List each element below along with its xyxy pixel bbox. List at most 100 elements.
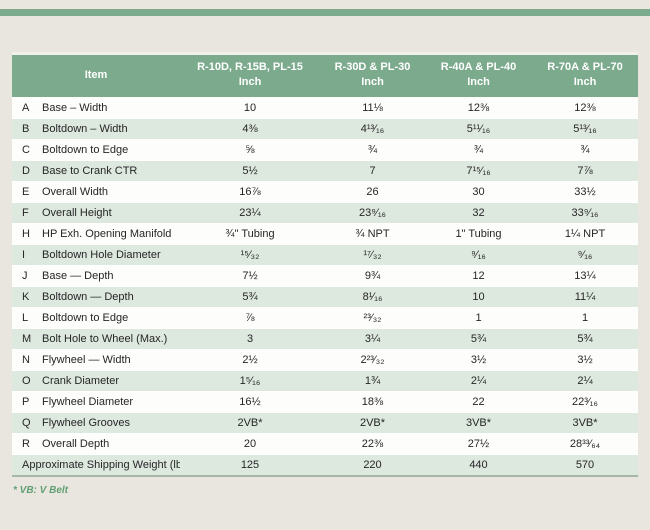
table-row: D Base to Crank CTR 5½ 7 7¹⁵⁄₁₆ 7⅞ <box>12 159 638 182</box>
shipping-weight-value: 220 <box>320 453 425 475</box>
row-value: 5¾ <box>180 285 320 308</box>
unit-label: Inch <box>361 76 384 89</box>
row-letter: A <box>12 96 38 119</box>
row-item: Base to Crank CTR <box>38 159 180 182</box>
row-value: 16½ <box>180 390 320 413</box>
row-value: 1¼ NPT <box>532 222 638 245</box>
row-value: 7⅞ <box>532 159 638 182</box>
row-value: 27½ <box>425 432 532 455</box>
row-letter: N <box>12 348 38 371</box>
col-header-model-1: R-10D, R-15B, PL-15 Inch <box>180 55 320 98</box>
row-item: HP Exh. Opening Manifold <box>38 222 180 245</box>
row-value: ¾ <box>425 138 532 161</box>
row-value: 33⁹⁄₁₆ <box>532 201 638 224</box>
row-item: Crank Diameter <box>38 369 180 392</box>
table-row: F Overall Height 23¼ 23⁹⁄₁₆ 32 33⁹⁄₁₆ <box>12 201 638 224</box>
table-row: K Boltdown — Depth 5¾ 8¹⁄₁₆ 10 11¼ <box>12 285 638 308</box>
table-row: O Crank Diameter 1⁵⁄₁₆ 1¾ 2¼ 2¼ <box>12 369 638 392</box>
row-value: 1 <box>425 306 532 329</box>
row-value: ¹⁷⁄₃₂ <box>320 243 425 266</box>
table-row: H HP Exh. Opening Manifold ¾" Tubing ¾ NPT 1… <box>12 222 638 245</box>
table-row: R Overall Depth 20 22⅜ 27½ 28³³⁄₆₄ <box>12 432 638 455</box>
row-value: 2¼ <box>425 369 532 392</box>
row-value: 1¾ <box>320 369 425 392</box>
col-header-model-3: R-40A & PL-40 Inch <box>425 55 532 98</box>
shipping-weight-value: 125 <box>180 453 320 475</box>
row-value: 2¼ <box>532 369 638 392</box>
row-value: 5½ <box>180 159 320 182</box>
row-value: 12⅜ <box>532 96 638 119</box>
row-item: Base — Depth <box>38 264 180 287</box>
row-value: ²³⁄₃₂ <box>320 306 425 329</box>
table-row: C Boltdown to Edge ⅝ ¾ ¾ ¾ <box>12 138 638 161</box>
row-value: 12 <box>425 264 532 287</box>
unit-label: Inch <box>467 76 490 89</box>
spec-table: Item R-10D, R-15B, PL-15 Inch R-30D & PL… <box>12 55 638 475</box>
row-value: 32 <box>425 201 532 224</box>
row-value: 18⅜ <box>320 390 425 413</box>
row-value: 11¼ <box>532 285 638 308</box>
row-item: Boltdown to Edge <box>38 306 180 329</box>
row-letter: M <box>12 327 38 350</box>
model-name: R-30D & PL-30 <box>334 61 411 73</box>
row-value: 23⁹⁄₁₆ <box>320 201 425 224</box>
row-value: 8¹⁄₁₆ <box>320 285 425 308</box>
row-value: 22 <box>425 390 532 413</box>
row-value: ¾" Tubing <box>180 222 320 245</box>
table-row: J Base — Depth 7½ 9¾ 12 13¼ <box>12 264 638 287</box>
table-row: L Boltdown to Edge ⅞ ²³⁄₃₂ 1 1 <box>12 306 638 329</box>
row-item: Overall Depth <box>38 432 180 455</box>
table-row: I Boltdown Hole Diameter ¹⁵⁄₃₂ ¹⁷⁄₃₂ ⁹⁄₁₆ ⁹⁄₁… <box>12 243 638 266</box>
row-letter: O <box>12 369 38 392</box>
row-item: Boltdown to Edge <box>38 138 180 161</box>
row-letter: E <box>12 180 38 203</box>
row-value: 16⅞ <box>180 180 320 203</box>
row-value: 13¼ <box>532 264 638 287</box>
row-value: 4⅜ <box>180 117 320 140</box>
table-row: Q Flywheel Grooves 2VB* 2VB* 3VB* 3VB* <box>12 411 638 434</box>
row-value: 33½ <box>532 180 638 203</box>
row-item: Overall Width <box>38 180 180 203</box>
shipping-weight-value: 570 <box>532 453 638 475</box>
unit-label: Inch <box>238 76 262 89</box>
row-item: Bolt Hole to Wheel (Max.) <box>38 327 180 350</box>
row-value: 3VB* <box>425 411 532 434</box>
col-header-item-label: Item <box>84 68 108 81</box>
row-value: 7 <box>320 159 425 182</box>
row-value: 9¾ <box>320 264 425 287</box>
row-item: Boltdown – Width <box>38 117 180 140</box>
footnote-vb: * VB: V Belt <box>13 485 69 496</box>
col-header-item: Item <box>12 55 180 98</box>
row-letter: Q <box>12 411 38 434</box>
row-value: 20 <box>180 432 320 455</box>
row-value: 23¼ <box>180 201 320 224</box>
row-item: Boltdown — Depth <box>38 285 180 308</box>
table-row: N Flywheel — Width 2½ 2²³⁄₃₂ 3½ 3½ <box>12 348 638 371</box>
row-item: Overall Height <box>38 201 180 224</box>
row-value: 10 <box>425 285 532 308</box>
row-letter: J <box>12 264 38 287</box>
row-value: 3½ <box>425 348 532 371</box>
header-row: Item R-10D, R-15B, PL-15 Inch R-30D & PL… <box>12 55 638 98</box>
row-value: 3VB* <box>532 411 638 434</box>
unit-label: Inch <box>573 76 597 89</box>
table-row: E Overall Width 16⅞ 26 30 33½ <box>12 180 638 203</box>
row-value: 7¹⁵⁄₁₆ <box>425 159 532 182</box>
row-value: 3¼ <box>320 327 425 350</box>
shipping-weight-row: Approximate Shipping Weight (lbs.) 125 220… <box>12 453 638 475</box>
row-value: 11⅛ <box>320 96 425 119</box>
row-value: 5¾ <box>425 327 532 350</box>
row-value: 7½ <box>180 264 320 287</box>
row-item: Base – Width <box>38 96 180 119</box>
row-value: 3 <box>180 327 320 350</box>
row-letter: I <box>12 243 38 266</box>
table-row: B Boltdown – Width 4⅜ 4¹³⁄₁₆ 5¹¹⁄₁₆ 5¹³⁄₁₆ <box>12 117 638 140</box>
row-value: ⁹⁄₁₆ <box>425 243 532 266</box>
row-letter: D <box>12 159 38 182</box>
row-value: 30 <box>425 180 532 203</box>
row-item: Flywheel — Width <box>38 348 180 371</box>
row-value: 26 <box>320 180 425 203</box>
row-item: Boltdown Hole Diameter <box>38 243 180 266</box>
row-value: 10 <box>180 96 320 119</box>
row-value: 5¹³⁄₁₆ <box>532 117 638 140</box>
